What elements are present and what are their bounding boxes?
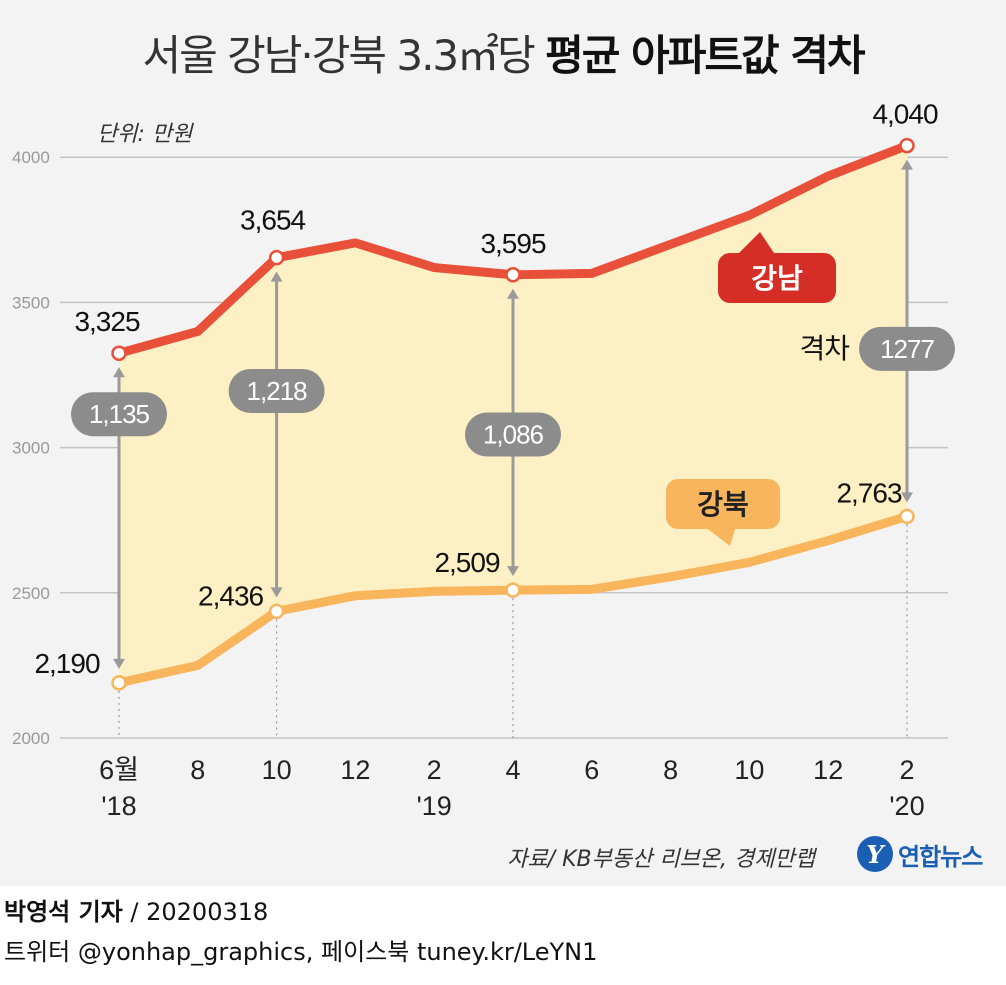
- data-labels: 3,325 3,654 3,595 4,040 2,190 2,436 2,509 2,763: [34, 99, 938, 679]
- x-tick-label: 8: [190, 755, 205, 785]
- page-title: 서울 강남·강북 3.3㎡당 평균 아파트값 격차: [0, 22, 1006, 83]
- title-regular: 서울 강남·강북 3.3㎡당: [142, 31, 535, 80]
- legend-tail: [736, 232, 776, 256]
- data-point: [111, 675, 127, 691]
- date: / 20200318: [130, 898, 269, 926]
- line-chart: 3,325 3,654 3,595 4,040 2,190 2,436 2,509 2,763…: [12, 99, 955, 872]
- data-point: [268, 249, 285, 266]
- x-tick-label: 8: [663, 755, 678, 785]
- gap-arrow-head-up: [901, 159, 913, 170]
- x-year-label: '19: [417, 791, 452, 821]
- data-label: 2,509: [434, 547, 499, 578]
- data-label: 2,436: [198, 580, 263, 611]
- social-links: 트위터 @yonhap_graphics, 페이스북 tuney.kr/LeYN…: [4, 938, 598, 966]
- gap-badge: [465, 412, 561, 457]
- data-label: 2,763: [836, 477, 901, 508]
- yonhap-logo: Y 연합뉴스: [857, 834, 983, 874]
- gap-arrow-head-down: [507, 566, 519, 577]
- gap-arrow-head-down: [113, 658, 125, 669]
- data-label: 3,325: [74, 306, 139, 337]
- gap-label: 격차: [799, 333, 849, 364]
- axis-labels: 2000 2500 3000 3500 4000 6월 8 10 12 2 4 6 8 10 12 2 '18 '…: [12, 148, 925, 821]
- gap-badge: [228, 368, 325, 413]
- data-point: [268, 603, 285, 620]
- x-tick-label: 10: [262, 755, 292, 785]
- data-label: 4,040: [872, 99, 937, 130]
- x-tick-label: 10: [734, 755, 764, 785]
- y-tick-label: 3000: [12, 439, 50, 458]
- gap-arrow-head-up: [507, 288, 519, 299]
- unit-note: 단위: 만원: [97, 122, 194, 147]
- data-point: [899, 508, 915, 525]
- yonhap-logo-name: 연합뉴스: [898, 842, 983, 871]
- data-points: [111, 137, 915, 691]
- author: 박영석 기자: [4, 898, 123, 926]
- gap-badges: 1,135 1,218 1,086 1277 격차: [71, 326, 955, 457]
- byline: 박영석 기자 / 20200318: [4, 892, 597, 932]
- gap-value: 1,135: [89, 399, 150, 429]
- gap-arrow-head-down: [270, 587, 283, 598]
- source-note: 자료/ KB부동산 리브온, 경제만랩: [507, 847, 818, 872]
- x-tick-label: 2: [899, 755, 914, 785]
- x-year-label: '20: [889, 791, 924, 821]
- x-tick-label: 2: [427, 755, 442, 785]
- x-tick-label: 4: [505, 755, 520, 785]
- gap-value: 1,086: [483, 420, 544, 450]
- x-tick-label: 12: [340, 755, 370, 785]
- y-tick-label: 2000: [12, 729, 50, 748]
- data-point: [505, 267, 521, 283]
- gap-arrow-head-down: [901, 492, 913, 503]
- y-tick-label: 2500: [12, 584, 50, 603]
- gap-value: 1277: [880, 334, 934, 364]
- footer: 박영석 기자 / 20200318 트위터 @yonhap_graphics, …: [4, 892, 597, 972]
- x-tick-label: 12: [813, 755, 843, 785]
- y-tick-label: 4000: [12, 148, 50, 167]
- data-point: [899, 137, 915, 154]
- legend-tail: [704, 526, 736, 546]
- legend-box: [666, 479, 780, 529]
- gap-arrow-head-up: [270, 271, 283, 282]
- gap-value: 1,218: [247, 376, 308, 406]
- title-bold: 평균 아파트값 격차: [545, 31, 865, 80]
- x-year-label: '18: [101, 791, 136, 821]
- x-tick-label: 6: [584, 755, 599, 785]
- guide-lines: [118, 524, 908, 738]
- y-tick-label: 3500: [12, 293, 50, 312]
- data-point: [505, 582, 521, 598]
- data-label: 3,654: [240, 205, 305, 236]
- data-label: 2,190: [34, 648, 99, 679]
- legend-label: 강북: [697, 488, 749, 521]
- legend-box: [718, 253, 836, 303]
- gap-badge: [859, 326, 955, 371]
- x-tick-label: 6월: [99, 755, 139, 785]
- data-point: [111, 345, 127, 361]
- data-label: 3,595: [480, 228, 545, 259]
- gap-badge: [71, 392, 167, 437]
- legend-label: 강남: [751, 262, 803, 295]
- gap-arrow-head-up: [113, 367, 125, 378]
- yonhap-logo-icon: Y: [857, 836, 893, 872]
